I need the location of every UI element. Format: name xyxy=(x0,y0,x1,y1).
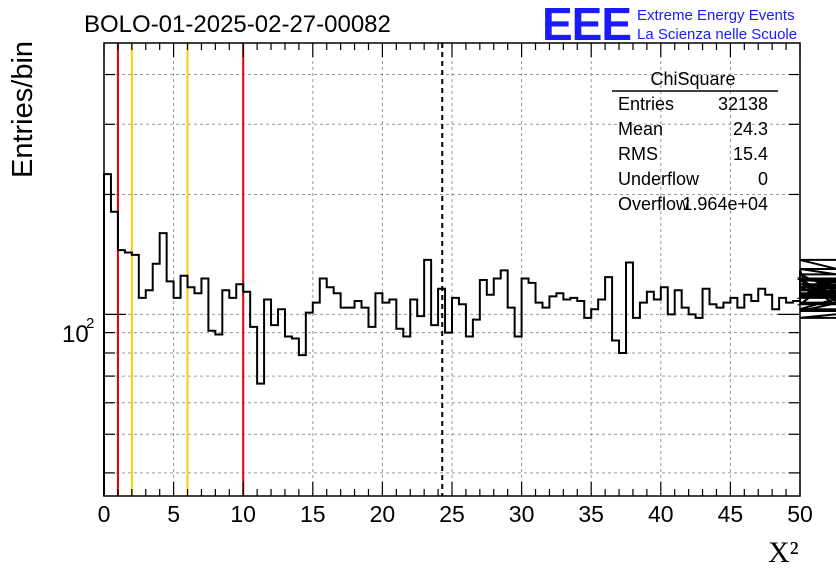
axis-ticks xyxy=(103,43,801,496)
stats-value: 0 xyxy=(758,169,768,189)
eee-logo-mark: EEE xyxy=(542,0,631,50)
x-tick-labels: 0 5 10 15 20 25 30 35 40 45 50 xyxy=(98,501,813,527)
x-tick-label: 0 xyxy=(98,501,111,527)
y-tick-label-exp: 2 xyxy=(86,315,94,332)
histogram-series xyxy=(103,173,836,496)
y-axis-label: Entries/bin xyxy=(7,41,39,178)
x-tick-label: 5 xyxy=(167,501,180,527)
stats-label: Entries xyxy=(618,94,674,114)
x-tick-label: 15 xyxy=(300,501,326,527)
stats-value: 32138 xyxy=(718,94,768,114)
logo-line-1: Extreme Energy Events xyxy=(637,7,795,24)
stats-box: ChiSquare Entries 32138 Mean 24.3 RMS 15.4 Und… xyxy=(612,69,778,214)
cut-lines xyxy=(116,43,444,496)
x-tick-label: 35 xyxy=(578,501,604,527)
x-tick-label: 45 xyxy=(718,501,744,527)
x-axis-label: X² xyxy=(768,536,799,569)
stats-value: 15.4 xyxy=(733,144,768,164)
stats-value: 1.964e+04 xyxy=(682,194,768,214)
x-tick-label: 40 xyxy=(648,501,674,527)
stats-value: 24.3 xyxy=(733,119,768,139)
stats-label: Overflow xyxy=(618,194,690,214)
stats-label: Underflow xyxy=(618,169,700,189)
stats-title: ChiSquare xyxy=(650,69,735,89)
stats-label: Mean xyxy=(618,119,663,139)
x-tick-label: 10 xyxy=(230,501,256,527)
y-tick-label-base: 10 xyxy=(62,321,89,348)
chart-title: BOLO-01-2025-02-27-00082 xyxy=(84,11,391,38)
x-tick-label: 30 xyxy=(509,501,535,527)
x-tick-label: 50 xyxy=(787,501,813,527)
stats-label: RMS xyxy=(618,144,658,164)
logo-line-2: La Scienza nelle Scuole xyxy=(637,26,797,43)
x-tick-label: 20 xyxy=(370,501,396,527)
eee-logo: EEE Extreme Energy Events La Scienza nel… xyxy=(542,0,797,50)
grid xyxy=(104,43,800,496)
x-tick-label: 25 xyxy=(439,501,465,527)
